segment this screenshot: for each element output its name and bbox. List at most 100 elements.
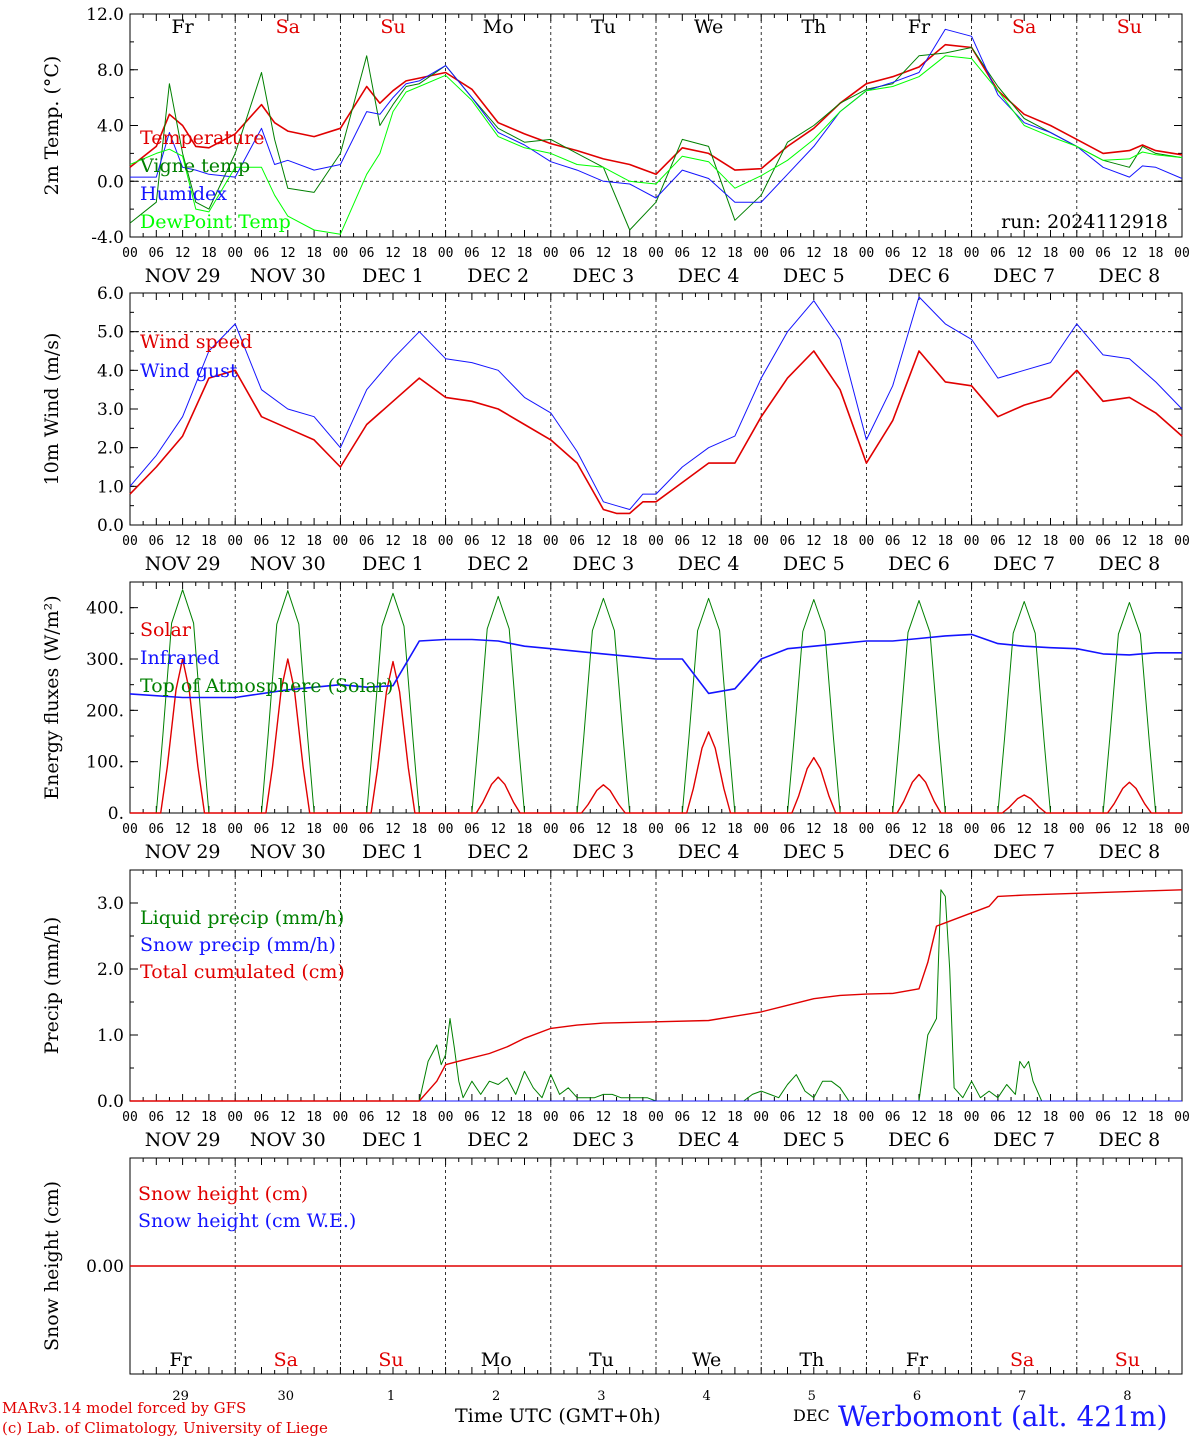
hour-tick-label: 00 <box>964 534 980 549</box>
hour-tick-label: 18 <box>832 534 848 549</box>
date-label: DEC 3 <box>573 1129 635 1151</box>
hour-tick-label: 00 <box>227 1110 243 1125</box>
hour-tick-label: 00 <box>333 822 349 837</box>
hour-tick-label: 06 <box>464 246 480 261</box>
hour-tick-label: 00 <box>1174 534 1190 549</box>
date-label: DEC 2 <box>467 553 529 575</box>
hour-tick-label: 00 <box>859 822 875 837</box>
date-label: DEC 1 <box>362 841 424 863</box>
hour-tick-label: 06 <box>990 534 1006 549</box>
legend-entry: Total cumulated (cm) <box>140 961 345 983</box>
hour-tick-label: 06 <box>359 246 375 261</box>
date-label: DEC 8 <box>1099 265 1161 287</box>
hour-tick-label: 06 <box>780 1110 796 1125</box>
hour-tick-label: 12 <box>911 1110 927 1125</box>
date-label: DEC 7 <box>993 841 1055 863</box>
y-tick-label: 0.0 <box>97 1092 124 1112</box>
y-tick-label: 400. <box>86 599 124 619</box>
hour-tick-label: 00 <box>753 534 769 549</box>
hour-tick-label: 12 <box>806 246 822 261</box>
date-label: DEC 6 <box>888 265 950 287</box>
legend-entry: Wind speed <box>140 331 252 353</box>
hour-tick-label: 00 <box>1069 822 1085 837</box>
weekday-label: Sa <box>276 16 300 38</box>
hour-tick-label: 18 <box>517 246 533 261</box>
date-label: NOV 29 <box>145 265 221 287</box>
legend-entry: Infrared <box>140 647 220 669</box>
date-label: DEC 5 <box>783 553 845 575</box>
date-label: DEC 8 <box>1099 841 1161 863</box>
hour-tick-label: 06 <box>885 1110 901 1125</box>
hour-tick-label: 00 <box>859 534 875 549</box>
hour-tick-label: 12 <box>701 534 717 549</box>
hour-tick-label: 12 <box>596 822 612 837</box>
date-label: DEC 7 <box>993 553 1055 575</box>
hour-tick-label: 06 <box>885 246 901 261</box>
hour-tick-label: 18 <box>517 1110 533 1125</box>
y-tick-label: 6.0 <box>97 284 124 304</box>
date-label: DEC 4 <box>678 841 740 863</box>
hour-tick-label: 18 <box>622 822 638 837</box>
hour-tick-label: 18 <box>517 534 533 549</box>
hour-tick-label: 12 <box>280 1110 296 1125</box>
hour-tick-label: 18 <box>306 246 322 261</box>
y-axis-label: Energy fluxes (W/m²) <box>41 595 63 799</box>
hour-tick-label: 06 <box>569 534 585 549</box>
hour-tick-label: 18 <box>832 822 848 837</box>
hour-tick-label: 06 <box>569 822 585 837</box>
hour-tick-label: 18 <box>1043 822 1059 837</box>
hour-tick-label: 12 <box>701 822 717 837</box>
weekday-label: Tu <box>591 16 616 38</box>
hour-tick-label: 18 <box>727 534 743 549</box>
day-number: 6 <box>913 1389 921 1404</box>
legend-entry: Top of Atmosphere (Solar) <box>140 675 393 697</box>
series-line-total-cumulated-cm <box>130 889 1183 1102</box>
hour-tick-label: 12 <box>806 534 822 549</box>
legend-entry: Wind gust <box>140 360 238 382</box>
weekday-label: Th <box>799 1349 824 1371</box>
hour-tick-label: 12 <box>175 1110 191 1125</box>
hour-tick-label: 12 <box>1016 1110 1032 1125</box>
series-line-infrared <box>129 633 1182 699</box>
hour-tick-label: 12 <box>175 822 191 837</box>
weekday-label: Sa <box>1012 16 1036 38</box>
x-axis-title: Time UTC (GMT+0h) <box>455 1405 661 1427</box>
hour-tick-label: 00 <box>1174 246 1190 261</box>
weekday-label: Sa <box>1010 1349 1034 1371</box>
hour-tick-label: 18 <box>1148 534 1164 549</box>
y-axis-label: 10m Wind (m/s) <box>41 333 63 486</box>
legend-entry: Humidex <box>140 183 227 205</box>
hour-tick-label: 12 <box>1122 246 1138 261</box>
hour-tick-label: 06 <box>148 246 164 261</box>
hour-tick-label: 12 <box>596 534 612 549</box>
y-tick-label: 1.0 <box>97 1026 124 1046</box>
weekday-label: Su <box>1117 16 1142 38</box>
weekday-label: Mo <box>481 1349 512 1371</box>
weekday-label: Th <box>801 16 826 38</box>
hour-tick-label: 12 <box>911 822 927 837</box>
date-label: DEC 7 <box>993 265 1055 287</box>
date-label: NOV 29 <box>145 841 221 863</box>
hour-tick-label: 12 <box>280 822 296 837</box>
hour-tick-label: 06 <box>990 822 1006 837</box>
hour-tick-label: 00 <box>1174 1110 1190 1125</box>
hour-tick-label: 00 <box>543 246 559 261</box>
legend-entry: DewPoint Temp <box>140 211 291 233</box>
hour-tick-label: 06 <box>569 246 585 261</box>
day-number: 5 <box>808 1389 816 1404</box>
y-tick-label: 12.0 <box>86 5 124 25</box>
weekday-label: Su <box>1115 1349 1140 1371</box>
date-label: DEC 3 <box>573 553 635 575</box>
date-label: DEC 1 <box>362 265 424 287</box>
hour-tick-label: 12 <box>175 246 191 261</box>
hour-tick-label: 18 <box>411 1110 427 1125</box>
hour-tick-label: 00 <box>859 1110 875 1125</box>
hour-tick-label: 18 <box>622 246 638 261</box>
y-tick-label: 300. <box>86 650 124 670</box>
model-credit: MARv3.14 model forced by GFS <box>2 1399 247 1417</box>
hour-tick-label: 12 <box>911 246 927 261</box>
date-label: NOV 29 <box>145 1129 221 1151</box>
hour-tick-label: 00 <box>964 1110 980 1125</box>
hour-tick-label: 18 <box>201 1110 217 1125</box>
hour-tick-label: 00 <box>438 1110 454 1125</box>
